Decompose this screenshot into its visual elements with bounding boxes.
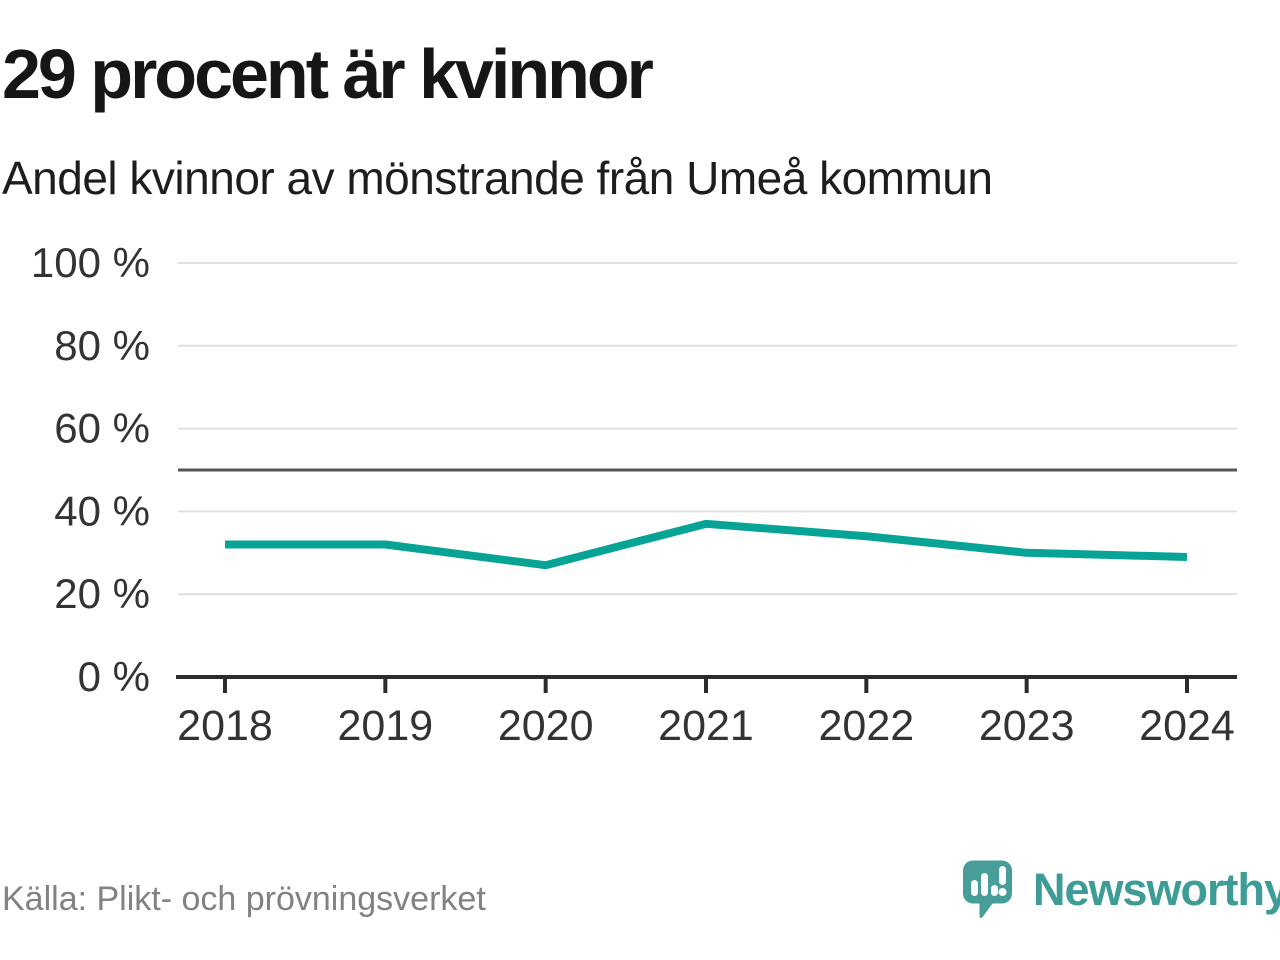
source-note: Källa: Plikt- och prövningsverket <box>2 880 486 918</box>
x-tick-label-2018: 2018 <box>177 702 273 750</box>
logo-exclamation-bar <box>999 865 1006 885</box>
newsworthy-logo: Newsworthy <box>962 858 1280 922</box>
y-tick-label-20: 20 % <box>54 570 150 617</box>
x-tick-label-2022: 2022 <box>818 702 914 750</box>
data-line <box>225 519 1188 570</box>
logo-bar-1 <box>971 879 978 896</box>
x-tick-label-2019: 2019 <box>337 702 433 750</box>
logo-exclamation-dot <box>998 887 1007 896</box>
chart-title: 29 procent är kvinnor <box>2 35 654 113</box>
y-tick-label-0: 0 % <box>78 653 150 700</box>
x-tick-label-2021: 2021 <box>658 702 754 750</box>
newsworthy-logo-icon <box>963 860 1012 918</box>
logo-bar-3 <box>991 884 998 896</box>
chart-subtitle: Andel kvinnor av mönstrande från Umeå ko… <box>2 152 993 204</box>
y-tick-label-40: 40 % <box>54 487 150 534</box>
y-tick-label-100: 100 % <box>31 239 150 286</box>
y-tick-label-60: 60 % <box>54 405 150 452</box>
x-tick-label-2020: 2020 <box>498 702 594 750</box>
x-tick-label-2024: 2024 <box>1139 702 1235 750</box>
newsworthy-wordmark: Newsworthy <box>1033 864 1280 915</box>
y-tick-label-80: 80 % <box>54 322 150 369</box>
logo-bar-2 <box>981 872 988 896</box>
x-tick-label-2023: 2023 <box>979 702 1075 750</box>
